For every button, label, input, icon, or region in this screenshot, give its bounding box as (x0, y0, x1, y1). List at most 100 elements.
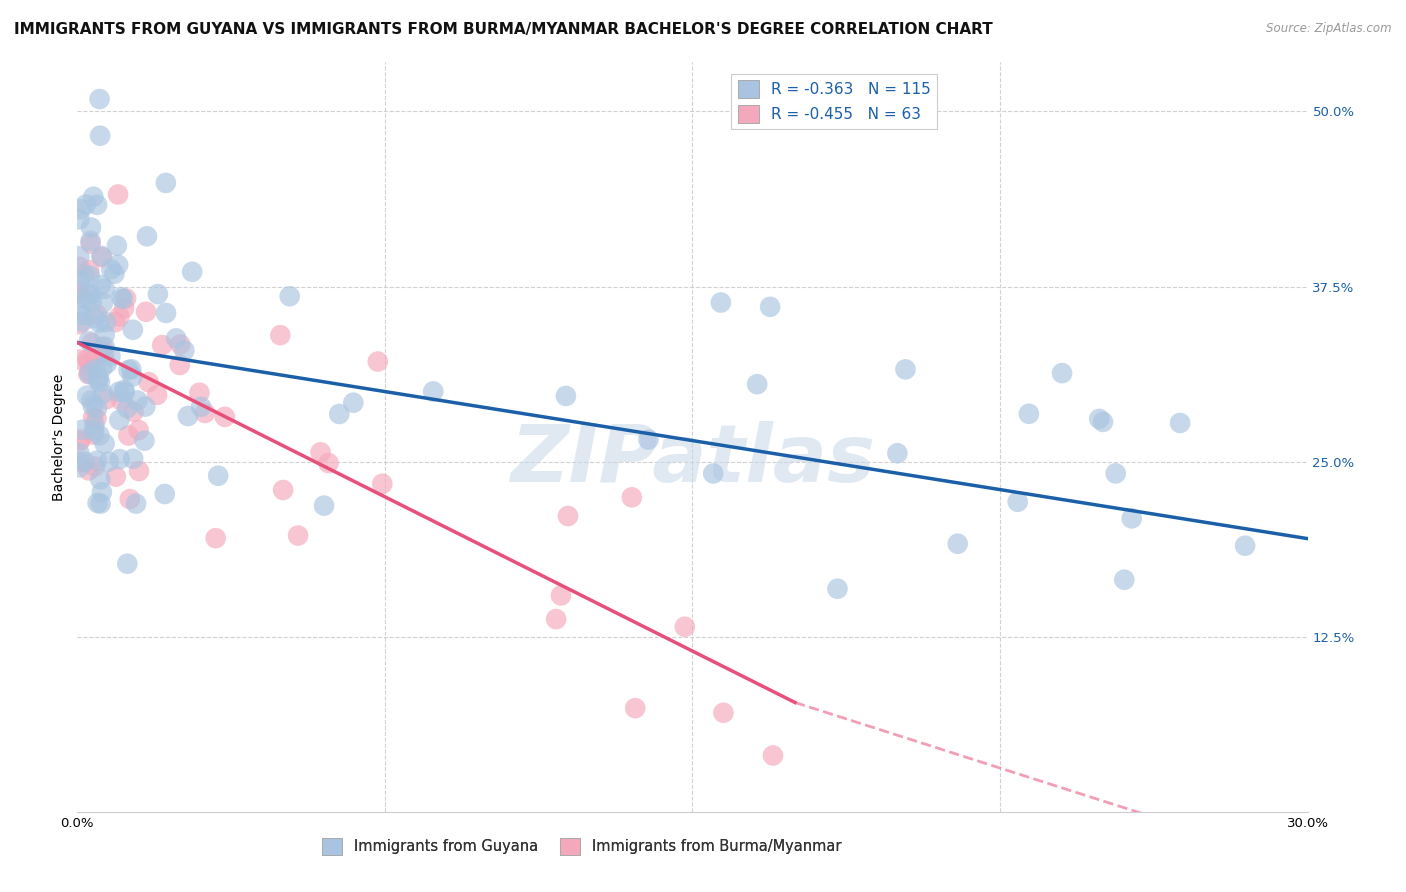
Point (96, 357, 118, 371)
Point (79, 236, 101, 251)
Point (1018, 407, 1040, 421)
Point (135, 305, 157, 319)
Point (624, 701, 647, 715)
Point (342, 395, 364, 409)
Point (89, 92, 111, 106)
Point (77, 367, 100, 381)
Point (278, 289, 301, 303)
Point (90, 497, 112, 511)
Point (122, 451, 145, 466)
Point (169, 358, 191, 372)
Point (128, 464, 150, 478)
Point (181, 265, 204, 279)
Point (117, 428, 139, 442)
Point (673, 620, 696, 634)
Point (367, 354, 389, 368)
Point (87, 373, 110, 387)
Point (69, 301, 91, 316)
Point (80, 335, 103, 350)
Point (77, 367, 100, 381)
Point (554, 389, 576, 403)
Point (93, 436, 115, 450)
Point (115, 292, 138, 306)
Point (134, 400, 156, 414)
Point (136, 229, 159, 244)
Y-axis label: Bachelor's Degree: Bachelor's Degree (52, 374, 66, 500)
Text: ZIPatlas: ZIPatlas (510, 420, 875, 499)
Point (117, 363, 139, 377)
Point (269, 328, 291, 343)
Point (90, 249, 112, 263)
Point (79, 268, 101, 283)
Point (97, 455, 120, 469)
Point (79, 263, 101, 277)
Point (117, 557, 139, 571)
Text: Source: ZipAtlas.com: Source: ZipAtlas.com (1267, 22, 1392, 36)
Legend: Immigrants from Guyana, Immigrants from Burma/Myanmar: Immigrants from Guyana, Immigrants from … (316, 832, 848, 861)
Point (79, 364, 101, 378)
Point (69, 433, 91, 447)
Point (190, 400, 212, 414)
Point (153, 487, 176, 501)
Point (82, 190, 104, 204)
Point (1007, 495, 1029, 509)
Point (90, 277, 112, 292)
Point (86, 308, 108, 322)
Point (702, 467, 724, 481)
Point (67, 286, 90, 301)
Point (328, 407, 350, 421)
Point (94, 327, 117, 342)
Point (371, 476, 394, 491)
Point (108, 452, 131, 467)
Point (77, 334, 100, 348)
Point (86, 453, 108, 467)
Point (204, 531, 226, 545)
Point (83, 424, 105, 438)
Point (91, 386, 114, 401)
Point (122, 323, 145, 337)
Point (80, 220, 103, 235)
Point (110, 290, 132, 304)
Point (72, 314, 94, 328)
Point (96, 392, 118, 407)
Point (108, 413, 131, 427)
Point (107, 258, 129, 272)
Point (104, 315, 127, 329)
Point (546, 612, 568, 626)
Point (67, 212, 90, 227)
Point (1092, 415, 1115, 429)
Point (84, 362, 107, 376)
Point (76, 352, 98, 367)
Point (73, 268, 96, 282)
Point (155, 176, 177, 190)
Point (69, 434, 91, 449)
Point (76, 389, 98, 403)
Point (89, 428, 111, 442)
Point (83, 459, 105, 474)
Point (86, 496, 108, 510)
Point (122, 405, 145, 419)
Point (115, 401, 138, 415)
Point (146, 287, 169, 301)
Point (759, 300, 782, 314)
Point (84, 351, 107, 366)
Point (67, 318, 90, 332)
Point (105, 238, 128, 252)
Point (86, 411, 108, 425)
Point (70, 202, 93, 217)
Point (91, 295, 114, 310)
Point (155, 306, 177, 320)
Point (108, 310, 131, 324)
Point (747, 377, 769, 392)
Point (150, 338, 173, 352)
Point (79, 234, 101, 248)
Point (75, 197, 97, 211)
Point (86, 198, 108, 212)
Point (762, 748, 785, 763)
Point (318, 456, 340, 470)
Point (100, 349, 122, 363)
Point (177, 409, 200, 423)
Point (194, 406, 217, 420)
Point (69, 455, 91, 469)
Point (620, 491, 643, 505)
